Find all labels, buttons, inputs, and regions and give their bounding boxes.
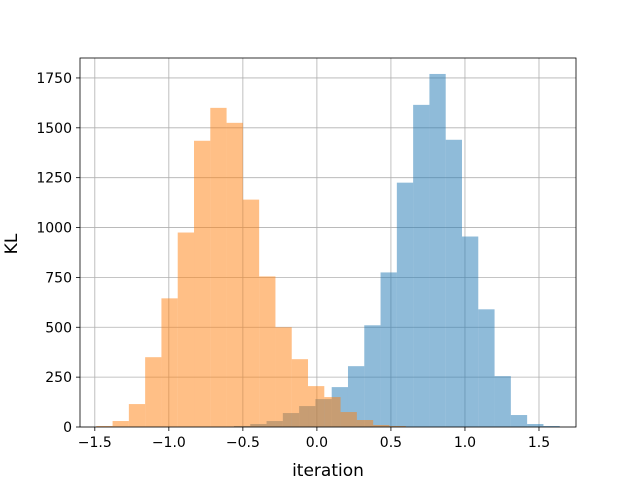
histogram-bar [226, 122, 243, 427]
histogram-bar [543, 426, 560, 427]
histogram-bar [347, 366, 365, 427]
histogram-bar [112, 421, 129, 427]
histogram-bar [527, 424, 544, 427]
y-tick-label: 750 [45, 270, 72, 286]
histogram-bar [259, 276, 276, 427]
histogram-bar [445, 139, 462, 427]
y-tick-label: 1000 [36, 221, 72, 237]
histogram-bar [275, 327, 292, 427]
x-axis-label: iteration [292, 461, 364, 480]
x-tick-label: 1.5 [528, 435, 550, 451]
histogram-bar [356, 420, 374, 427]
x-tick-label: −0.5 [226, 435, 260, 451]
histogram-bar [194, 140, 211, 427]
histogram-bar [210, 107, 227, 427]
y-tick-label: 1500 [36, 121, 72, 137]
y-tick-label: 500 [45, 320, 72, 336]
x-axis-ticks: −1.5 −1.0 −0.5 0.0 0.5 1.0 1.5 [78, 427, 550, 451]
histogram-bar [96, 426, 113, 427]
histogram-bar [373, 425, 390, 427]
y-tick-label: 250 [45, 370, 72, 386]
x-tick-label: 0.0 [306, 435, 328, 451]
histogram-bar [429, 73, 446, 427]
plot-frame [79, 57, 577, 428]
histogram-bar [340, 412, 357, 427]
histogram-bar [478, 309, 495, 427]
histogram-bar [242, 199, 260, 427]
histogram-bar [494, 376, 511, 427]
histogram-bar [396, 182, 414, 427]
x-tick-label: 1.0 [454, 435, 476, 451]
histogram-bar [510, 415, 528, 427]
histogram-bars [96, 73, 560, 427]
y-axis-ticks: 0 250 500 750 1000 1250 1500 1750 [36, 71, 80, 436]
histogram-bar [324, 397, 341, 427]
histogram-bar [380, 272, 397, 427]
x-tick-label: −1.5 [78, 435, 112, 451]
histogram-series-1 [233, 73, 560, 427]
y-tick-label: 1750 [36, 71, 72, 87]
histogram-bar [145, 357, 162, 427]
x-tick-label: −1.0 [152, 435, 186, 451]
histogram-bar [308, 386, 325, 427]
histogram-bar [461, 236, 479, 427]
y-tick-label: 1250 [36, 171, 72, 187]
y-tick-label: 0 [63, 420, 72, 436]
histogram-bar [128, 404, 146, 427]
histogram-series-2 [96, 107, 406, 427]
histogram-bar [291, 359, 309, 427]
histogram-bar [389, 426, 406, 427]
histogram-bar [413, 104, 430, 427]
y-axis-label: KL [2, 233, 22, 254]
histogram-bar [364, 325, 381, 427]
histogram-bar [177, 232, 195, 427]
x-tick-label: 0.5 [380, 435, 402, 451]
histogram-bar [161, 298, 178, 427]
